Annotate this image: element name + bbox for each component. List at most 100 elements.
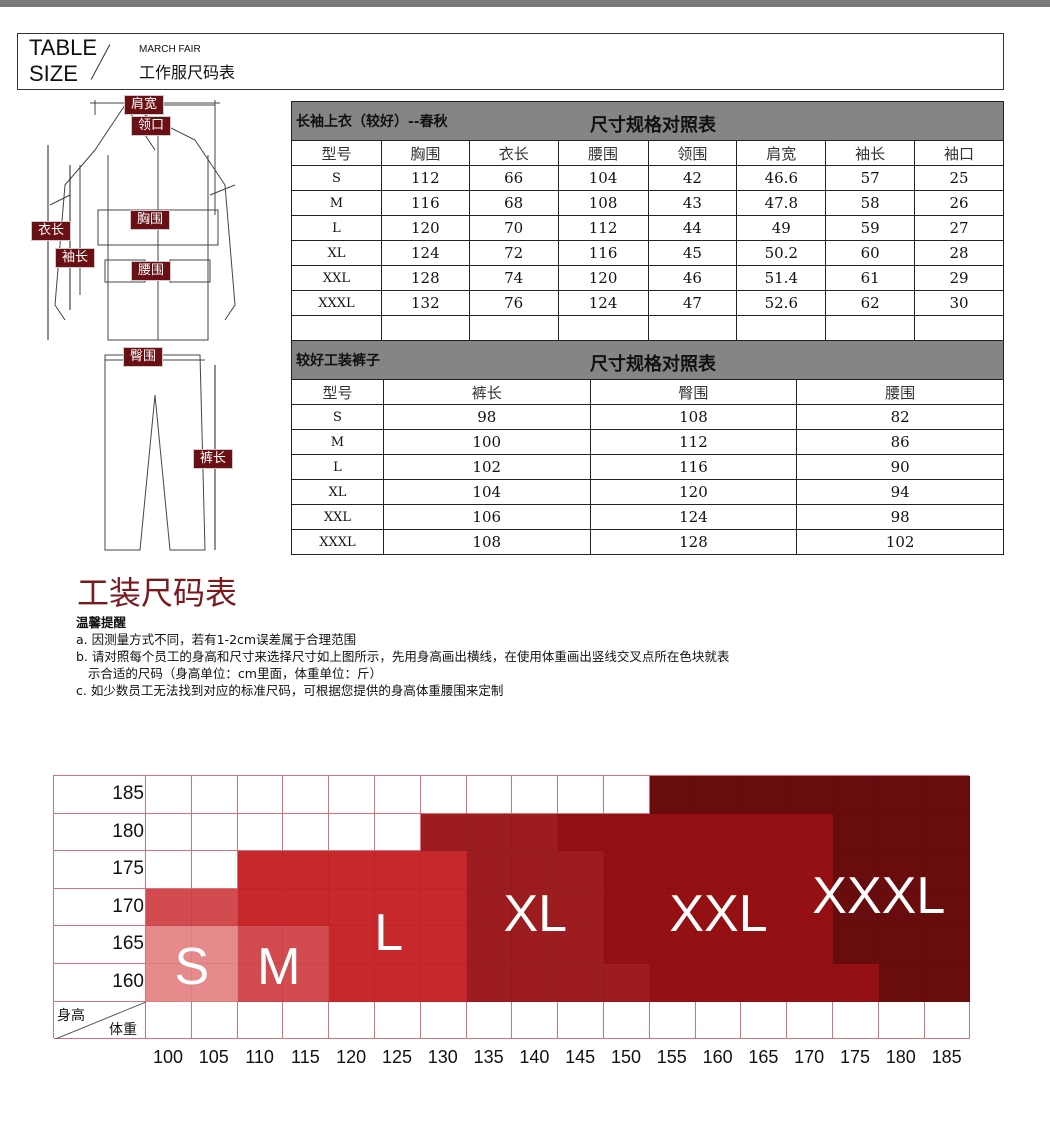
chart-cell-xxxl [878,926,925,964]
chart-cell [512,1001,559,1040]
chart-cell [146,851,192,889]
title-box: TABLE SIZE MARCH FAIR 工作服尺码表 [17,33,1004,90]
chart-cell-l [420,851,467,889]
weight-label: 150 [610,1047,642,1067]
weight-label: 135 [473,1047,504,1067]
label-shoulder: 肩宽 [124,95,165,115]
shirt-size-table: 长袖上衣（较好）--春秋 尺寸规格对照表 型号 胸围 衣长 腰围 领围 肩宽 袖长 袖口 S 112… [291,101,1004,341]
chart-cell-xxl [649,813,696,852]
column-header: 肩宽 [736,140,827,166]
table-row: M 116 68 108 43 47.8 58 26 [291,190,1004,216]
table-cell: 82 [796,404,1004,430]
row-label-cell [54,888,146,927]
table-cell: XL [291,240,382,266]
chart-cell-xl [512,926,559,964]
chart-cell-l [375,888,421,927]
weight-label: 170 [794,1047,825,1067]
chart-cell-xxxl [878,851,925,889]
weight-label: 145 [565,1047,596,1067]
table-cell: 124 [557,290,649,316]
chart-cell [237,776,284,814]
chart-cell-xxxl [741,776,788,814]
table-cell: 26 [914,190,1004,216]
chart-cell-xxl [695,964,742,1002]
chart-cell [191,851,238,889]
chart-cell-xxl [787,964,833,1002]
note-b1: b. 请对照每个员工的身高和尺寸来选择尺寸如上图所示，先用身高画出横线，在使用体… [76,649,730,664]
weight-label: 160 [702,1047,733,1067]
height-label: 165 [112,933,144,955]
chart-cell-xxl [695,813,742,852]
chart-cell [420,1001,467,1040]
chart-cell-l [420,926,467,964]
height-axis-label: 身高 [57,1007,85,1024]
table-cell: 61 [825,265,916,291]
chart-cell-xxxl [833,926,879,964]
chart-cell-xxxl [695,776,742,814]
chart-cell [924,1001,971,1040]
chart-cell-xl [512,851,559,889]
chart-cell-xxxl [833,776,879,814]
label-chest: 胸围 [130,210,171,230]
chart-cell-xxl [604,813,650,852]
table-cell: 60 [825,240,916,266]
size-label-l: L [374,904,404,963]
table-cell: 58 [825,190,916,216]
chart-cell-xxxl [878,776,925,814]
table-header-row: 型号 胸围 衣长 腰围 领围 肩宽 袖长 袖口 [291,140,1004,166]
chart-cell-m [283,926,330,964]
table-cell [914,315,1004,341]
chart-cell-m [283,964,330,1002]
table-cell: 102 [796,529,1004,555]
weight-label: 140 [519,1047,550,1067]
title-en-1: TABLE [29,35,98,60]
table-cell: 116 [380,190,470,216]
table-cell: 44 [647,215,738,241]
chart-cell-l [237,851,284,889]
table-cell [291,315,382,341]
table-cell: 132 [380,290,470,316]
chart-cell-xxl [695,851,742,889]
table-cell: 27 [914,215,1004,241]
chart-cell-xxl [741,888,788,927]
table-cell: 124 [380,240,470,266]
chart-cell-xxl [604,851,650,889]
chart-cell [191,776,238,814]
chart-cell [695,1001,742,1040]
chart-cell-xxl [558,813,604,852]
table-cell: 128 [380,265,470,291]
label-waist: 腰围 [131,261,172,281]
column-header: 型号 [291,379,384,405]
chart-cell-xxxl [833,851,879,889]
chart-cell-xxl [741,964,788,1002]
table-cell: 128 [589,529,798,555]
chart-cell [146,776,192,814]
height-label: 185 [112,783,144,804]
table-cell: 108 [589,404,798,430]
chart-cell-xxxl [833,888,879,927]
table-cell: XXXL [291,290,382,316]
chart-cell-xxl [787,888,833,927]
table-cell [380,315,470,341]
column-header: 胸围 [380,140,470,166]
chart-cell-xl [558,926,604,964]
column-header: 腰围 [796,379,1004,405]
table-cell: XXL [291,504,384,530]
chart-cell-xxl [787,926,833,964]
table-cell [557,315,649,341]
column-header: 腰围 [557,140,649,166]
chart-cell [146,813,192,852]
chart-cell-xxxl [924,776,971,814]
size-label-xxl: XXL [669,885,768,944]
table-cell: 72 [468,240,559,266]
table-row: S 98 108 82 [291,404,1004,430]
table-cell: 120 [380,215,470,241]
chart-cell [604,1001,650,1040]
chart-cell [787,1001,833,1040]
table-cell: M [291,429,384,455]
note-a: a. 因测量方式不同，若有1-2cm误差属于合理范围 [76,632,357,647]
chart-cell-xl [558,888,604,927]
chart-cell-xl [604,964,650,1002]
table-cell: 104 [557,165,649,191]
weight-label: 130 [427,1047,458,1067]
